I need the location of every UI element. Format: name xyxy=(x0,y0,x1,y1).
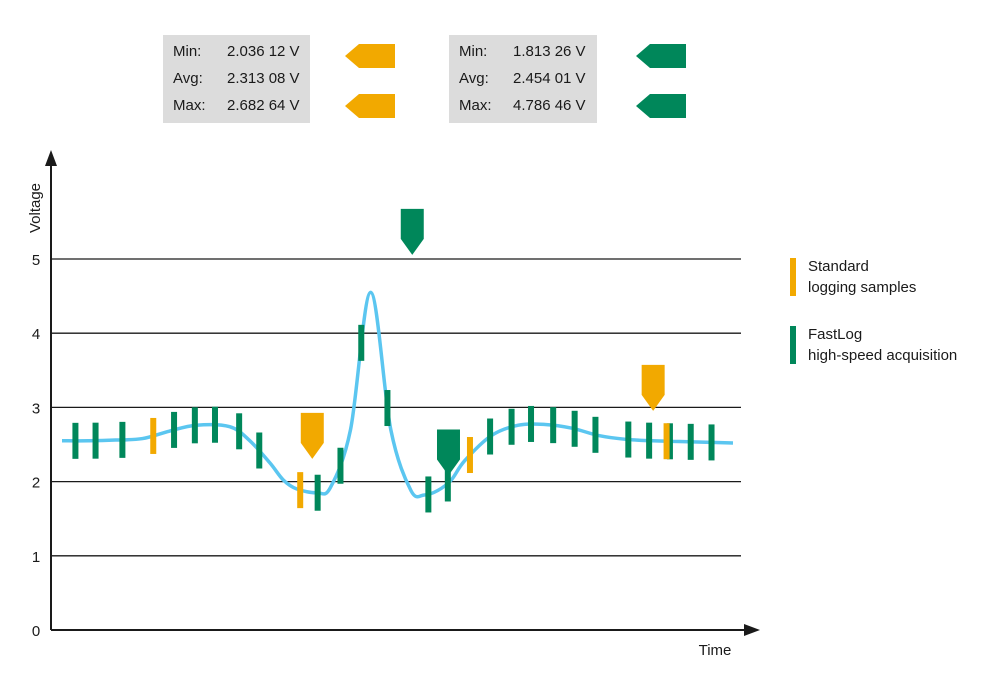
y-tick-label: 0 xyxy=(32,623,40,640)
sample-marks xyxy=(72,324,715,513)
fastlog-sample-bar xyxy=(444,465,451,502)
fastlog-sample-bar xyxy=(487,418,494,455)
legend-standard-line2: logging samples xyxy=(808,279,917,296)
standard-sample-bar xyxy=(663,423,670,460)
max-label: Max: xyxy=(459,97,492,114)
legend-fastlog-line2: high-speed acquisition xyxy=(808,347,958,364)
y-tick-label: 4 xyxy=(32,326,40,343)
fastlog-sample-bar xyxy=(646,422,653,459)
standard-max-value: 2.682 64 V xyxy=(227,97,300,114)
fastlog-max-pointer-icon xyxy=(636,94,686,118)
fastlog-sample-bar xyxy=(425,476,432,513)
fastlog-max-value: 4.786 46 V xyxy=(513,97,586,114)
fastlog-sample-bar xyxy=(666,423,673,460)
min-label: Min: xyxy=(459,43,488,60)
avg-label: Avg: xyxy=(173,70,203,87)
fastlog-min-value: 1.813 26 V xyxy=(513,43,586,60)
fastlog-sample-bar xyxy=(171,411,178,448)
standard-min-marker-icon xyxy=(300,412,324,459)
y-tick-label: 5 xyxy=(32,252,40,269)
fastlog-stats-box: Min: 1.813 26 V Avg: 2.454 01 V Max: 4.7… xyxy=(449,35,597,123)
fastlog-sample-bar xyxy=(236,413,243,450)
fastlog-sample-bar xyxy=(256,432,263,469)
fastlog-sample-bar xyxy=(119,421,126,458)
fastlog-swatch xyxy=(790,326,796,364)
y-tick-label: 2 xyxy=(32,475,40,492)
fastlog-min-pointer-icon xyxy=(636,44,686,68)
y-axis-label: Voltage xyxy=(27,183,44,233)
fastlog-sample-bar xyxy=(592,416,599,453)
gridlines xyxy=(51,258,741,557)
fastlog-sample-bar xyxy=(191,407,198,444)
fastlog-sample-bar xyxy=(708,424,715,461)
fastlog-sample-bar xyxy=(358,324,365,361)
avg-label: Avg: xyxy=(459,70,489,87)
fastlog-sample-bar xyxy=(571,410,578,447)
fastlog-sample-bar xyxy=(72,422,79,459)
standard-avg-value: 2.313 08 V xyxy=(227,70,300,87)
legend-fastlog-line1: FastLog xyxy=(808,326,863,343)
x-axis-arrow-icon xyxy=(744,624,760,636)
standard-min-pointer-icon xyxy=(345,44,395,68)
fastlog-sample-bar xyxy=(687,423,694,460)
min-max-markers xyxy=(300,208,665,476)
fastlog-min-marker-icon xyxy=(436,429,460,476)
standard-max-marker-icon xyxy=(641,364,665,411)
min-label: Min: xyxy=(173,43,202,60)
standard-stats-box: Min: 2.036 12 V Avg: 2.313 08 V Max: 2.6… xyxy=(163,35,310,123)
fastlog-max-marker-icon xyxy=(400,208,424,255)
standard-sample-bar xyxy=(150,417,157,454)
standard-max-pointer-icon xyxy=(345,94,395,118)
standard-min-value: 2.036 12 V xyxy=(227,43,300,60)
standard-swatch xyxy=(790,258,796,296)
fastlog-sample-bar xyxy=(625,421,632,458)
max-label: Max: xyxy=(173,97,206,114)
y-tick-labels: 0 1 2 3 4 5 xyxy=(32,252,40,640)
fastlog-sample-bar xyxy=(92,422,99,459)
fastlog-sample-bar xyxy=(384,390,391,427)
fastlog-sample-bar xyxy=(211,406,218,443)
fastlog-sample-bar xyxy=(337,447,344,484)
fastlog-sample-bar xyxy=(550,407,557,444)
fastlog-sample-bar xyxy=(508,408,515,445)
standard-sample-bar xyxy=(297,472,304,509)
x-axis-label: Time xyxy=(699,642,732,659)
fastlog-avg-value: 2.454 01 V xyxy=(513,70,586,87)
standard-sample-bar xyxy=(466,437,473,474)
signal-line xyxy=(61,290,734,499)
y-axis-arrow-icon xyxy=(45,150,57,166)
y-tick-label: 3 xyxy=(32,400,40,417)
fastlog-sample-bar xyxy=(528,405,535,442)
y-tick-label: 1 xyxy=(32,549,40,566)
axes xyxy=(45,150,760,636)
legend-standard-line1: Standard xyxy=(808,258,869,275)
fastlog-sample-bar xyxy=(314,474,321,511)
